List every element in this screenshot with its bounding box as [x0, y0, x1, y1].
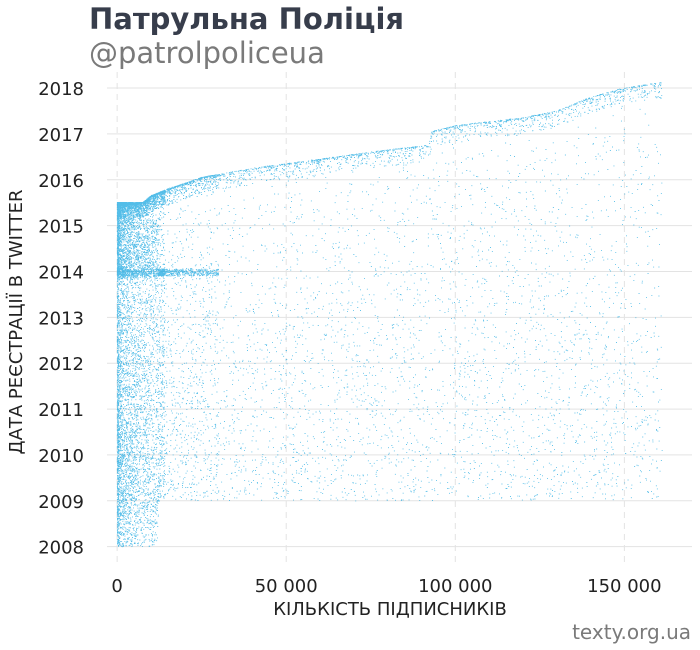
y-tick-label: 2011: [38, 400, 84, 421]
points-layer: [116, 82, 663, 548]
y-axis-label: ДАТА РЕЄСТРАЦІЇ В TWITTER: [6, 190, 27, 455]
y-tick-label: 2014: [38, 262, 84, 283]
y-tick-label: 2010: [38, 446, 84, 467]
x-tick-label: 100 000: [418, 576, 492, 597]
chart-subtitle: @patrolpoliceua: [89, 36, 325, 70]
chart-title: Патрульна Поліція: [89, 2, 405, 36]
y-tick-label: 2017: [38, 125, 84, 146]
x-tick-label: 50 000: [255, 576, 318, 597]
y-tick-label: 2009: [38, 492, 84, 513]
y-tick-label: 2015: [38, 217, 84, 238]
scatter-points: [116, 82, 663, 548]
y-tick-label: 2013: [38, 308, 84, 329]
x-tick-label: 0: [111, 576, 122, 597]
y-tick-label: 2018: [38, 79, 84, 100]
x-axis-label: КІЛЬКІСТЬ ПІДПИСНИКІВ: [273, 599, 507, 620]
y-tick-label: 2016: [38, 171, 84, 192]
x-tick-label: 150 000: [587, 576, 661, 597]
credit-text: texty.org.ua: [572, 620, 691, 644]
y-tick-label: 2012: [38, 354, 84, 375]
y-tick-label: 2008: [38, 538, 84, 559]
ticks-layer: 2008 2009 2010 2011 2012 2013 2014 2015 2016 2017…: [38, 79, 661, 597]
